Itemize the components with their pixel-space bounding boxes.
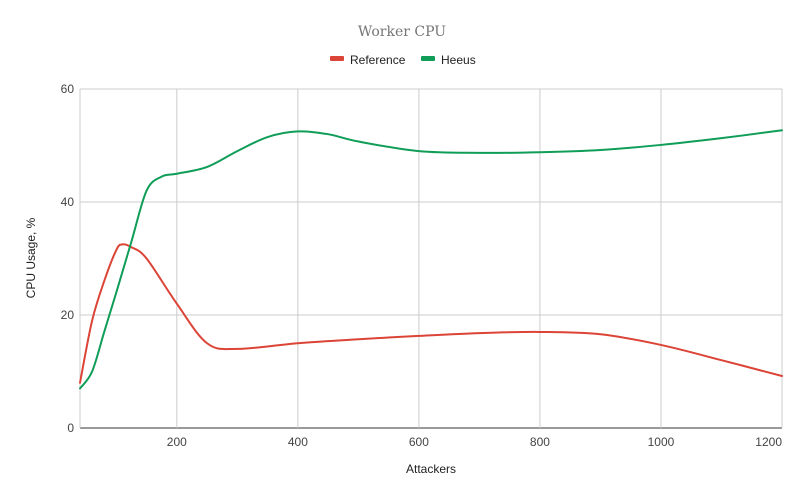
- gridlines: [79, 88, 783, 429]
- y-tick-label: 60: [61, 82, 75, 96]
- legend-item-reference[interactable]: Reference: [330, 53, 406, 67]
- x-axis-label: Attackers: [406, 462, 456, 476]
- x-tick-label: 200: [167, 435, 187, 449]
- legend-item-heeus[interactable]: Heeus: [421, 53, 476, 67]
- y-tick-label: 0: [67, 421, 74, 435]
- x-tick-label: 1200: [755, 435, 782, 449]
- legend: Reference Heeus: [330, 53, 476, 67]
- x-tick-label: 800: [530, 435, 550, 449]
- y-axis-label: CPU Usage, %: [24, 217, 38, 298]
- series-line-heeus[interactable]: [79, 129, 783, 390]
- legend-label-heeus: Heeus: [441, 53, 476, 67]
- series-lines: [79, 129, 783, 390]
- x-tick-label: 1000: [648, 435, 675, 449]
- chart-title: Worker CPU: [358, 24, 446, 40]
- legend-swatch-reference: [330, 56, 344, 61]
- legend-label-reference: Reference: [350, 53, 406, 67]
- series-line-reference[interactable]: [79, 243, 783, 384]
- x-tick-label: 600: [409, 435, 429, 449]
- y-axis-ticks: 0 20 40 60: [61, 82, 75, 435]
- y-tick-label: 20: [61, 308, 75, 322]
- x-axis-ticks: 200 400 600 800 1000 1200: [167, 435, 783, 449]
- y-tick-label: 40: [61, 195, 75, 209]
- x-tick-label: 400: [288, 435, 308, 449]
- legend-swatch-heeus: [421, 56, 435, 61]
